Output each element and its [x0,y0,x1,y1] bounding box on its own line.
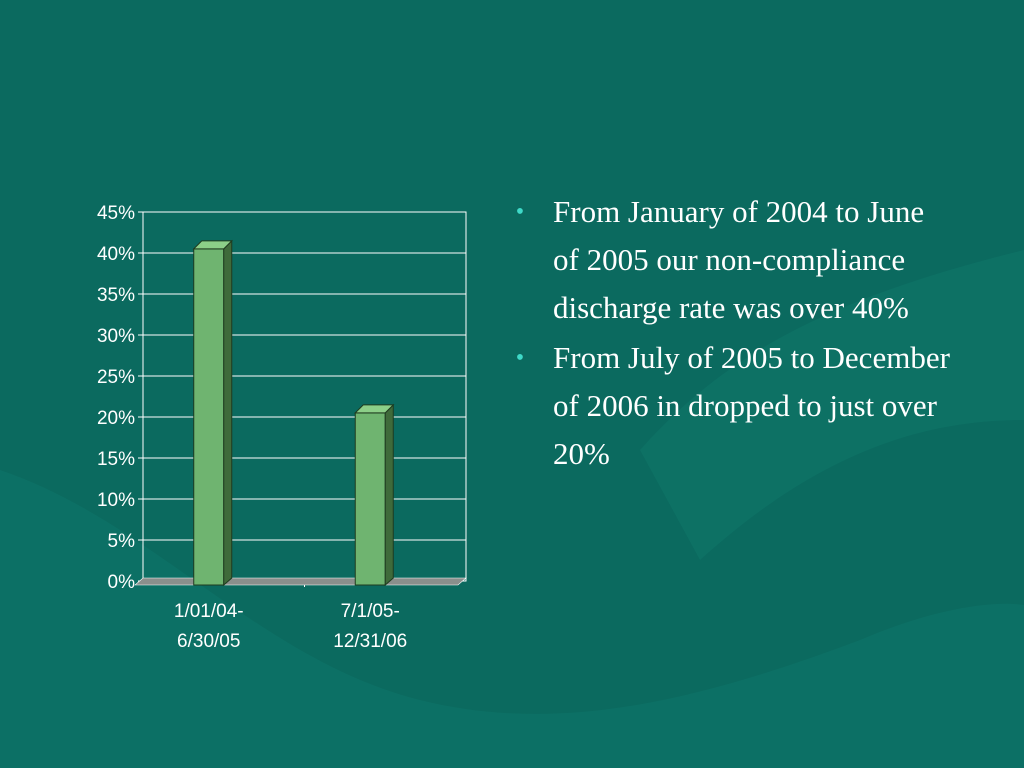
bullet-dot-icon: • [515,199,525,225]
y-tick-label: 30% [97,326,135,347]
chart-floor-plane [134,577,467,586]
bullet-text: From January of 2004 to June of 2005 our… [553,194,925,325]
bullet-dot-icon: • [515,345,525,371]
bar [354,403,395,587]
y-tick-label: 35% [97,285,135,306]
y-tick-label: 25% [97,367,135,388]
y-tick-label: 10% [97,490,135,511]
y-axis-ticks: 0% 5% 10% 15% 20% 25% 30% 35% 40% 45% [97,203,305,593]
bullet-item: • From January of 2004 to June of 2005 o… [510,188,955,332]
decorative-swoosh [0,470,1024,768]
y-tick-label: 45% [97,203,135,224]
bullet-text: From July of 2005 to December of 2006 in… [553,340,950,471]
chart-floor [134,577,467,586]
bullet-list: • From January of 2004 to June of 2005 o… [510,188,955,480]
bar-front-face [193,248,225,586]
x-category-label: 7/1/05- [341,601,400,622]
y-tick-label: 0% [108,572,136,593]
plot-frame [142,211,467,582]
bar-top-face [192,240,233,250]
bullet-item: • From July of 2005 to December of 2006 … [510,334,955,478]
bar [192,239,233,587]
y-tick-label: 15% [97,449,135,470]
chart-grid [142,211,467,582]
bar-side-face [223,239,233,587]
y-tick-label: 20% [97,408,135,429]
bar-front-face [354,412,386,586]
decorative-swoosh [640,250,1024,560]
bar-top-face [354,404,395,414]
x-category-label: 1/01/04- [174,601,244,622]
x-category-label: 12/31/06 [333,631,407,652]
x-category-label: 6/30/05 [177,631,240,652]
y-tick-label: 40% [97,244,135,265]
chart-bars [192,239,395,587]
bar-side-face [384,403,394,587]
y-tick-label: 5% [108,531,136,552]
x-axis-categories: 1/01/04- 6/30/05 7/1/05- 12/31/06 [174,601,407,652]
bar-chart: 0% 5% 10% 15% 20% 25% 30% 35% 40% 45% 1/01/04- 6/3… [97,203,467,652]
